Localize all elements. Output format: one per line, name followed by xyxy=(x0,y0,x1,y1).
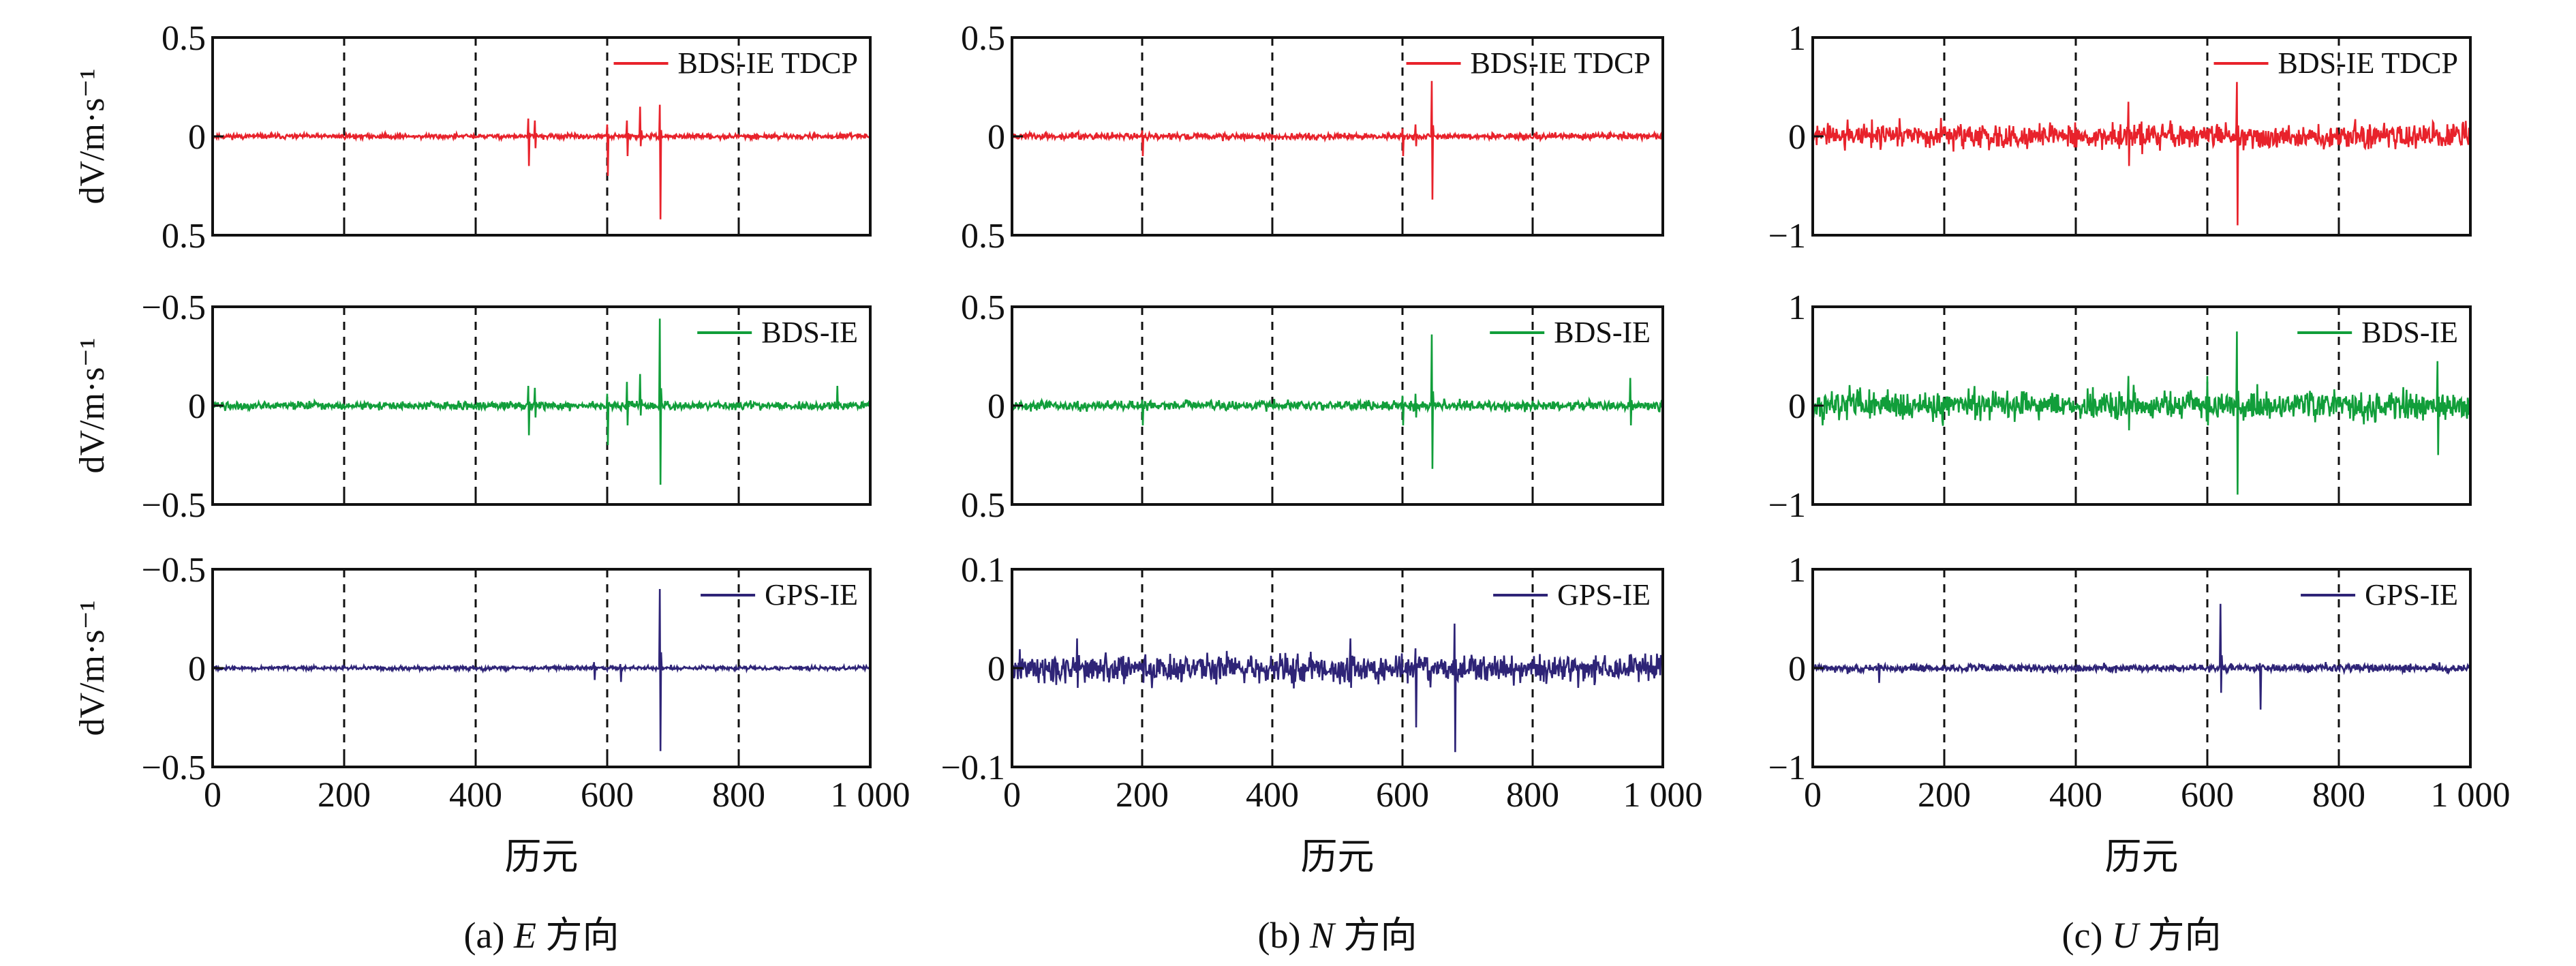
y-tick-label: 0 xyxy=(1788,387,1806,426)
legend: GPS-IE xyxy=(2301,578,2458,612)
series-line-gps-ie xyxy=(212,588,871,751)
x-tick-label: 800 xyxy=(712,776,765,815)
x-axis-title: 历元 xyxy=(2105,836,2179,877)
legend-label: BDS-IE TDCP xyxy=(2278,46,2458,80)
y-tick-label: 0 xyxy=(1788,650,1806,689)
legend-label: BDS-IE xyxy=(2361,316,2458,349)
panel-col1-row0: 0.5 0 0.5 BDS-IE TDCP xyxy=(961,19,1664,256)
y-tick-label: 0.5 xyxy=(162,217,206,256)
legend: BDS-IE xyxy=(2297,316,2458,349)
y-tick-label: 0 xyxy=(987,118,1005,157)
legend-label: GPS-IE xyxy=(2365,578,2458,612)
y-tick-label: −0.5 xyxy=(142,288,206,327)
x-axis-title: 历元 xyxy=(1301,836,1375,877)
x-tick-label: 0 xyxy=(204,776,221,815)
y-axis-title: dV/m·s⁻¹ xyxy=(73,600,112,736)
x-tick-label: 600 xyxy=(1376,776,1429,815)
x-tick-label: 1 000 xyxy=(1623,776,1703,815)
y-tick-label: −1 xyxy=(1768,749,1806,787)
y-tick-label: 0 xyxy=(188,650,206,689)
x-tick-label: 200 xyxy=(318,776,371,815)
panel-col1-row1: 0.5 0 0.5 BDS-IE xyxy=(961,288,1664,525)
legend: GPS-IE xyxy=(701,578,858,612)
legend-label: BDS-IE TDCP xyxy=(1471,46,1651,80)
x-tick-label: 800 xyxy=(1506,776,1559,815)
y-tick-label: −1 xyxy=(1768,217,1806,256)
y-tick-label: 0.1 xyxy=(961,551,1005,590)
x-tick-label: 400 xyxy=(449,776,502,815)
x-tick-label: 1 000 xyxy=(831,776,910,815)
legend-label: GPS-IE xyxy=(765,578,858,612)
x-axis-title: 历元 xyxy=(505,836,579,877)
panel-col0-row1: −0.5 0 −0.5 BDS-IE xyxy=(142,288,872,525)
y-axis-title: dV/m·s⁻¹ xyxy=(73,337,112,473)
panel-col0-row0: 0.5 0 0.5 BDS-IE TDCP xyxy=(162,19,872,256)
legend: BDS-IE xyxy=(697,316,858,349)
series-line-gps-ie xyxy=(1812,603,2472,710)
x-tick-label: 400 xyxy=(1246,776,1299,815)
legend: BDS-IE TDCP xyxy=(613,46,858,80)
series-line-gps-ie xyxy=(1011,623,1664,753)
y-tick-label: 1 xyxy=(1788,551,1806,590)
y-tick-label: −0.5 xyxy=(142,749,206,787)
series-line-bds-ie-tdcp xyxy=(211,104,871,220)
panel-col2-row1: 1 0 −1 BDS-IE xyxy=(1768,288,2472,525)
y-tick-label: 0 xyxy=(987,387,1005,426)
y-tick-label: −0.5 xyxy=(142,551,206,590)
series-line-bds-ie-tdcp xyxy=(1011,80,1664,200)
x-tick-label: 400 xyxy=(2049,776,2102,815)
y-tick-label: 0.5 xyxy=(961,19,1005,58)
y-tick-label: 0 xyxy=(188,387,206,426)
x-tick-label: 0 xyxy=(1003,776,1021,815)
legend-label: BDS-IE xyxy=(761,316,858,349)
subfigure-caption: (c) U 方向 xyxy=(2062,915,2222,956)
legend: BDS-IE TDCP xyxy=(2213,46,2458,80)
panel-col2-row0: 1 0 −1 BDS-IE TDCP xyxy=(1768,19,2472,256)
legend: BDS-IE xyxy=(1490,316,1651,349)
x-tick-label: 600 xyxy=(2181,776,2234,815)
series-line-bds-ie-tdcp xyxy=(1812,82,2471,226)
y-tick-label: 0 xyxy=(1788,118,1806,157)
y-tick-label: 0.5 xyxy=(961,288,1005,327)
y-tick-label: 1 xyxy=(1788,288,1806,327)
y-tick-label: −1 xyxy=(1768,486,1806,525)
legend: GPS-IE xyxy=(1493,578,1651,612)
legend-label: BDS-IE xyxy=(1554,316,1651,349)
x-tick-label: 1 000 xyxy=(2431,776,2511,815)
y-axis-title: dV/m·s⁻¹ xyxy=(73,68,112,204)
y-tick-label: 0.5 xyxy=(961,486,1005,525)
y-tick-label: 1 xyxy=(1788,19,1806,58)
x-tick-label: 0 xyxy=(1804,776,1822,815)
y-tick-label: 0 xyxy=(987,650,1005,689)
y-tick-label: 0.5 xyxy=(961,217,1005,256)
series-line-bds-ie xyxy=(1011,334,1664,469)
y-tick-label: 0.5 xyxy=(162,19,206,58)
legend-label: GPS-IE xyxy=(1557,578,1651,612)
x-tick-label: 600 xyxy=(581,776,634,815)
y-tick-label: −0.1 xyxy=(941,749,1005,787)
subfigure-caption: (a) E 方向 xyxy=(464,915,619,956)
series-line-bds-ie xyxy=(1811,331,2472,495)
subfigure-caption: (b) N 方向 xyxy=(1258,915,1417,956)
x-tick-label: 200 xyxy=(1918,776,1971,815)
x-tick-label: 200 xyxy=(1116,776,1169,815)
legend-label: BDS-IE TDCP xyxy=(678,46,858,80)
x-tick-label: 800 xyxy=(2312,776,2365,815)
y-tick-label: 0 xyxy=(188,118,206,157)
legend: BDS-IE TDCP xyxy=(1406,46,1651,80)
y-tick-label: −0.5 xyxy=(142,486,206,525)
series-line-bds-ie xyxy=(212,318,872,485)
